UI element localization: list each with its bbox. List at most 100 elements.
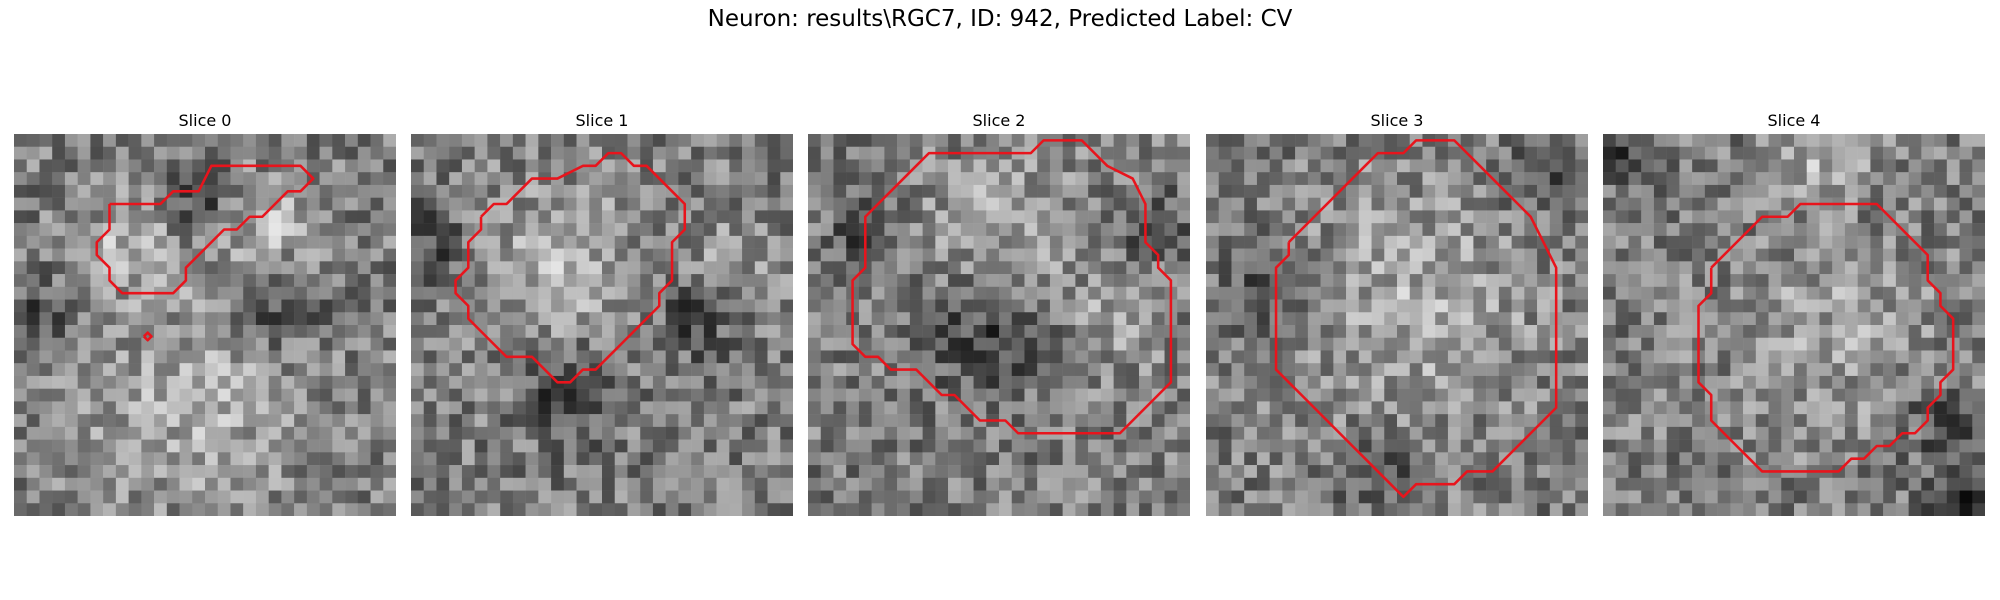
pixel bbox=[1498, 337, 1512, 351]
pixel bbox=[846, 477, 860, 491]
pixel bbox=[960, 223, 974, 237]
pixel bbox=[767, 503, 781, 516]
pixel bbox=[1537, 503, 1551, 516]
pixel bbox=[1895, 325, 1909, 338]
pixel bbox=[230, 363, 244, 377]
pixel bbox=[268, 223, 282, 237]
pixel bbox=[973, 223, 987, 237]
pixel bbox=[1717, 452, 1731, 466]
pixel bbox=[1422, 210, 1436, 224]
pixel bbox=[652, 184, 666, 198]
pixel bbox=[1959, 274, 1973, 288]
pixel bbox=[1384, 261, 1398, 275]
pixel bbox=[319, 197, 333, 211]
pixel bbox=[474, 248, 488, 262]
pixel bbox=[1934, 414, 1948, 428]
pixel bbox=[846, 197, 860, 211]
pixel bbox=[640, 426, 654, 440]
pixel bbox=[141, 159, 155, 173]
pixel bbox=[230, 261, 244, 275]
pixel bbox=[1307, 350, 1321, 364]
pixel bbox=[332, 286, 346, 300]
pixel bbox=[1511, 261, 1525, 275]
pixel bbox=[525, 197, 539, 211]
pixel bbox=[1486, 414, 1500, 428]
pixel bbox=[1486, 274, 1500, 288]
pixel bbox=[1934, 477, 1948, 491]
pixel bbox=[935, 286, 949, 300]
pixel bbox=[154, 325, 168, 338]
pixel bbox=[973, 465, 987, 479]
pixel bbox=[1717, 235, 1731, 249]
pixel bbox=[922, 286, 936, 300]
pixel bbox=[909, 172, 923, 186]
pixel bbox=[1857, 312, 1871, 326]
pixel bbox=[846, 388, 860, 402]
pixel bbox=[678, 235, 692, 249]
pixel bbox=[525, 261, 539, 275]
pixel bbox=[64, 401, 78, 415]
pixel bbox=[357, 274, 371, 288]
pixel bbox=[602, 235, 615, 249]
pixel bbox=[780, 490, 793, 504]
pixel bbox=[808, 490, 821, 504]
pixel bbox=[383, 388, 396, 402]
pixel bbox=[217, 388, 231, 402]
pixel bbox=[1486, 503, 1500, 516]
pixel bbox=[411, 337, 424, 351]
pixel bbox=[1628, 197, 1642, 211]
pixel bbox=[103, 286, 117, 300]
pixel bbox=[1743, 235, 1757, 249]
pixel bbox=[154, 426, 168, 440]
pixel bbox=[897, 312, 911, 326]
pixel bbox=[754, 172, 768, 186]
pixel bbox=[1397, 363, 1410, 377]
pixel bbox=[525, 299, 539, 313]
pixel bbox=[1164, 503, 1178, 516]
pixel bbox=[897, 439, 911, 453]
pixel bbox=[665, 414, 679, 428]
pixel bbox=[1037, 274, 1051, 288]
pixel bbox=[1244, 363, 1258, 377]
pixel bbox=[884, 452, 898, 466]
pixel bbox=[1832, 299, 1846, 313]
pixel bbox=[820, 146, 834, 160]
pixel bbox=[1358, 414, 1372, 428]
pixel bbox=[39, 388, 53, 402]
pixel bbox=[141, 248, 155, 262]
pixel bbox=[1794, 325, 1807, 338]
pixel bbox=[436, 235, 450, 249]
pixel bbox=[1333, 235, 1347, 249]
pixel bbox=[154, 261, 168, 275]
pixel bbox=[1934, 146, 1948, 160]
pixel bbox=[179, 503, 193, 516]
pixel bbox=[411, 197, 424, 211]
pixel bbox=[1256, 286, 1270, 300]
pixel bbox=[1062, 490, 1076, 504]
pixel bbox=[154, 401, 168, 415]
pixel bbox=[986, 465, 1000, 479]
pixel bbox=[1282, 197, 1296, 211]
pixel bbox=[1256, 274, 1270, 288]
pixel bbox=[742, 375, 756, 389]
pixel bbox=[652, 312, 666, 326]
pixel bbox=[64, 261, 78, 275]
pixel bbox=[729, 312, 743, 326]
pixel bbox=[871, 401, 885, 415]
pixel bbox=[1113, 477, 1127, 491]
pixel bbox=[1164, 414, 1178, 428]
pixel bbox=[90, 210, 104, 224]
pixel bbox=[780, 452, 793, 466]
pixel bbox=[652, 210, 666, 224]
pixel bbox=[154, 159, 168, 173]
pixel bbox=[141, 210, 155, 224]
pixel bbox=[897, 490, 911, 504]
pixel bbox=[973, 159, 987, 173]
pixel bbox=[1075, 223, 1089, 237]
pixel bbox=[1768, 426, 1782, 440]
pixel bbox=[77, 414, 91, 428]
pixel bbox=[1473, 248, 1487, 262]
pixel bbox=[281, 223, 295, 237]
pixel bbox=[1358, 426, 1372, 440]
pixel bbox=[243, 184, 257, 198]
